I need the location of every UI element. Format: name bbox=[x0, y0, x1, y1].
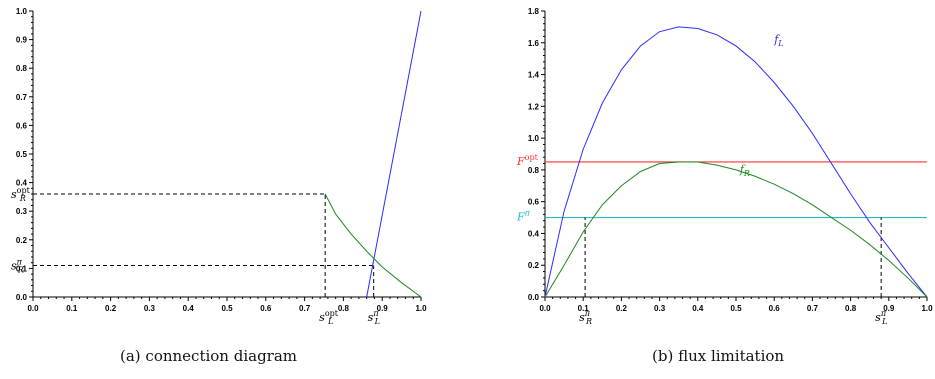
y-tick-label: 0.1 bbox=[16, 264, 28, 273]
series-line-blue bbox=[366, 10, 422, 298]
chart-panel-b: 0.0 0.1 0.2 0.3 0.4 0.5 0.6 0.7 0.8 0.9 1.0 0.0 0.2 0… bbox=[528, 7, 933, 313]
x-marker-label: sopt L bbox=[319, 309, 339, 326]
y-tick-label: 0.2 bbox=[528, 261, 540, 270]
y-tick-label: 0.2 bbox=[16, 236, 28, 245]
y-tick-label: 1.6 bbox=[528, 39, 540, 48]
y-marker-label: sopt R bbox=[11, 186, 31, 203]
flux-label: Fopt bbox=[516, 153, 539, 168]
y-tick-label: 1.8 bbox=[528, 7, 540, 16]
y-tick-label: 0.8 bbox=[528, 166, 540, 175]
x-tick-label: 0.2 bbox=[105, 304, 117, 313]
x-tick-label: 1.0 bbox=[921, 304, 933, 313]
figure: 0.0 0.1 0.2 0.3 0.4 0.5 0.6 0.7 0.8 0.9 1.00.00.10… bbox=[11, 7, 933, 326]
series-label-fL: fL bbox=[773, 33, 783, 48]
y-tick-label: 0.4 bbox=[528, 229, 540, 238]
series-line-green bbox=[324, 193, 422, 298]
series-label-fR: fR bbox=[739, 163, 750, 178]
y-tick-label: 1.2 bbox=[528, 102, 540, 111]
x-tick-label: 0.8 bbox=[338, 304, 350, 313]
y-tick-label: 0.4 bbox=[16, 179, 28, 188]
caption-a: (a) connection diagram bbox=[120, 347, 298, 365]
y-tick-label: 0.3 bbox=[16, 207, 28, 216]
x-tick-label: 0.7 bbox=[807, 304, 819, 313]
y-tick-label: 0.6 bbox=[528, 198, 540, 207]
y-tick-label: 0.5 bbox=[16, 150, 28, 159]
flux-label: Fπ bbox=[516, 209, 531, 224]
y-tick-label: 0.0 bbox=[16, 293, 28, 302]
x-tick-label: 1.0 bbox=[415, 304, 427, 313]
y-tick-label: 0.6 bbox=[16, 121, 28, 130]
caption-b: (b) flux limitation bbox=[652, 347, 785, 365]
y-tick-label: 1.0 bbox=[528, 134, 540, 143]
chart-panel-a: 0.0 0.1 0.2 0.3 0.4 0.5 0.6 0.7 0.8 0.9 1.0 0.0 0.1 0… bbox=[16, 7, 427, 313]
series-line-green bbox=[544, 161, 928, 298]
x-marker-label: sπ L bbox=[368, 309, 380, 326]
x-tick-label: 0.4 bbox=[692, 304, 704, 313]
x-tick-label: 0.3 bbox=[144, 304, 156, 313]
x-tick-label: 0.6 bbox=[769, 304, 781, 313]
y-tick-label: 1.4 bbox=[528, 71, 540, 80]
x-tick-label: 0.8 bbox=[845, 304, 857, 313]
x-marker-label: sπ R bbox=[579, 309, 592, 326]
x-tick-label: 0.5 bbox=[730, 304, 742, 313]
x-tick-label: 0.6 bbox=[260, 304, 272, 313]
x-tick-label: 0.2 bbox=[616, 304, 628, 313]
y-tick-label: 1.0 bbox=[16, 7, 28, 16]
x-tick-label: 0.4 bbox=[183, 304, 195, 313]
x-marker-label: sπ L bbox=[875, 309, 887, 326]
x-tick-label: 0.7 bbox=[299, 304, 311, 313]
y-tick-label: 0.7 bbox=[16, 93, 28, 102]
x-tick-label: 0.5 bbox=[221, 304, 233, 313]
y-tick-label: 0.0 bbox=[528, 293, 540, 302]
x-tick-label: 0.1 bbox=[578, 304, 590, 313]
y-tick-label: 0.9 bbox=[16, 36, 28, 45]
x-tick-label: 0.9 bbox=[883, 304, 895, 313]
x-tick-label: 0.3 bbox=[654, 304, 666, 313]
x-tick-label: 0.9 bbox=[377, 304, 389, 313]
y-tick-label: 0.8 bbox=[16, 64, 28, 73]
y-marker-label: sπ R bbox=[11, 258, 24, 275]
x-tick-label: 0.0 bbox=[27, 304, 39, 313]
series-line-blue bbox=[544, 26, 928, 298]
x-tick-label: 0.0 bbox=[539, 304, 551, 313]
x-tick-label: 0.1 bbox=[66, 304, 78, 313]
